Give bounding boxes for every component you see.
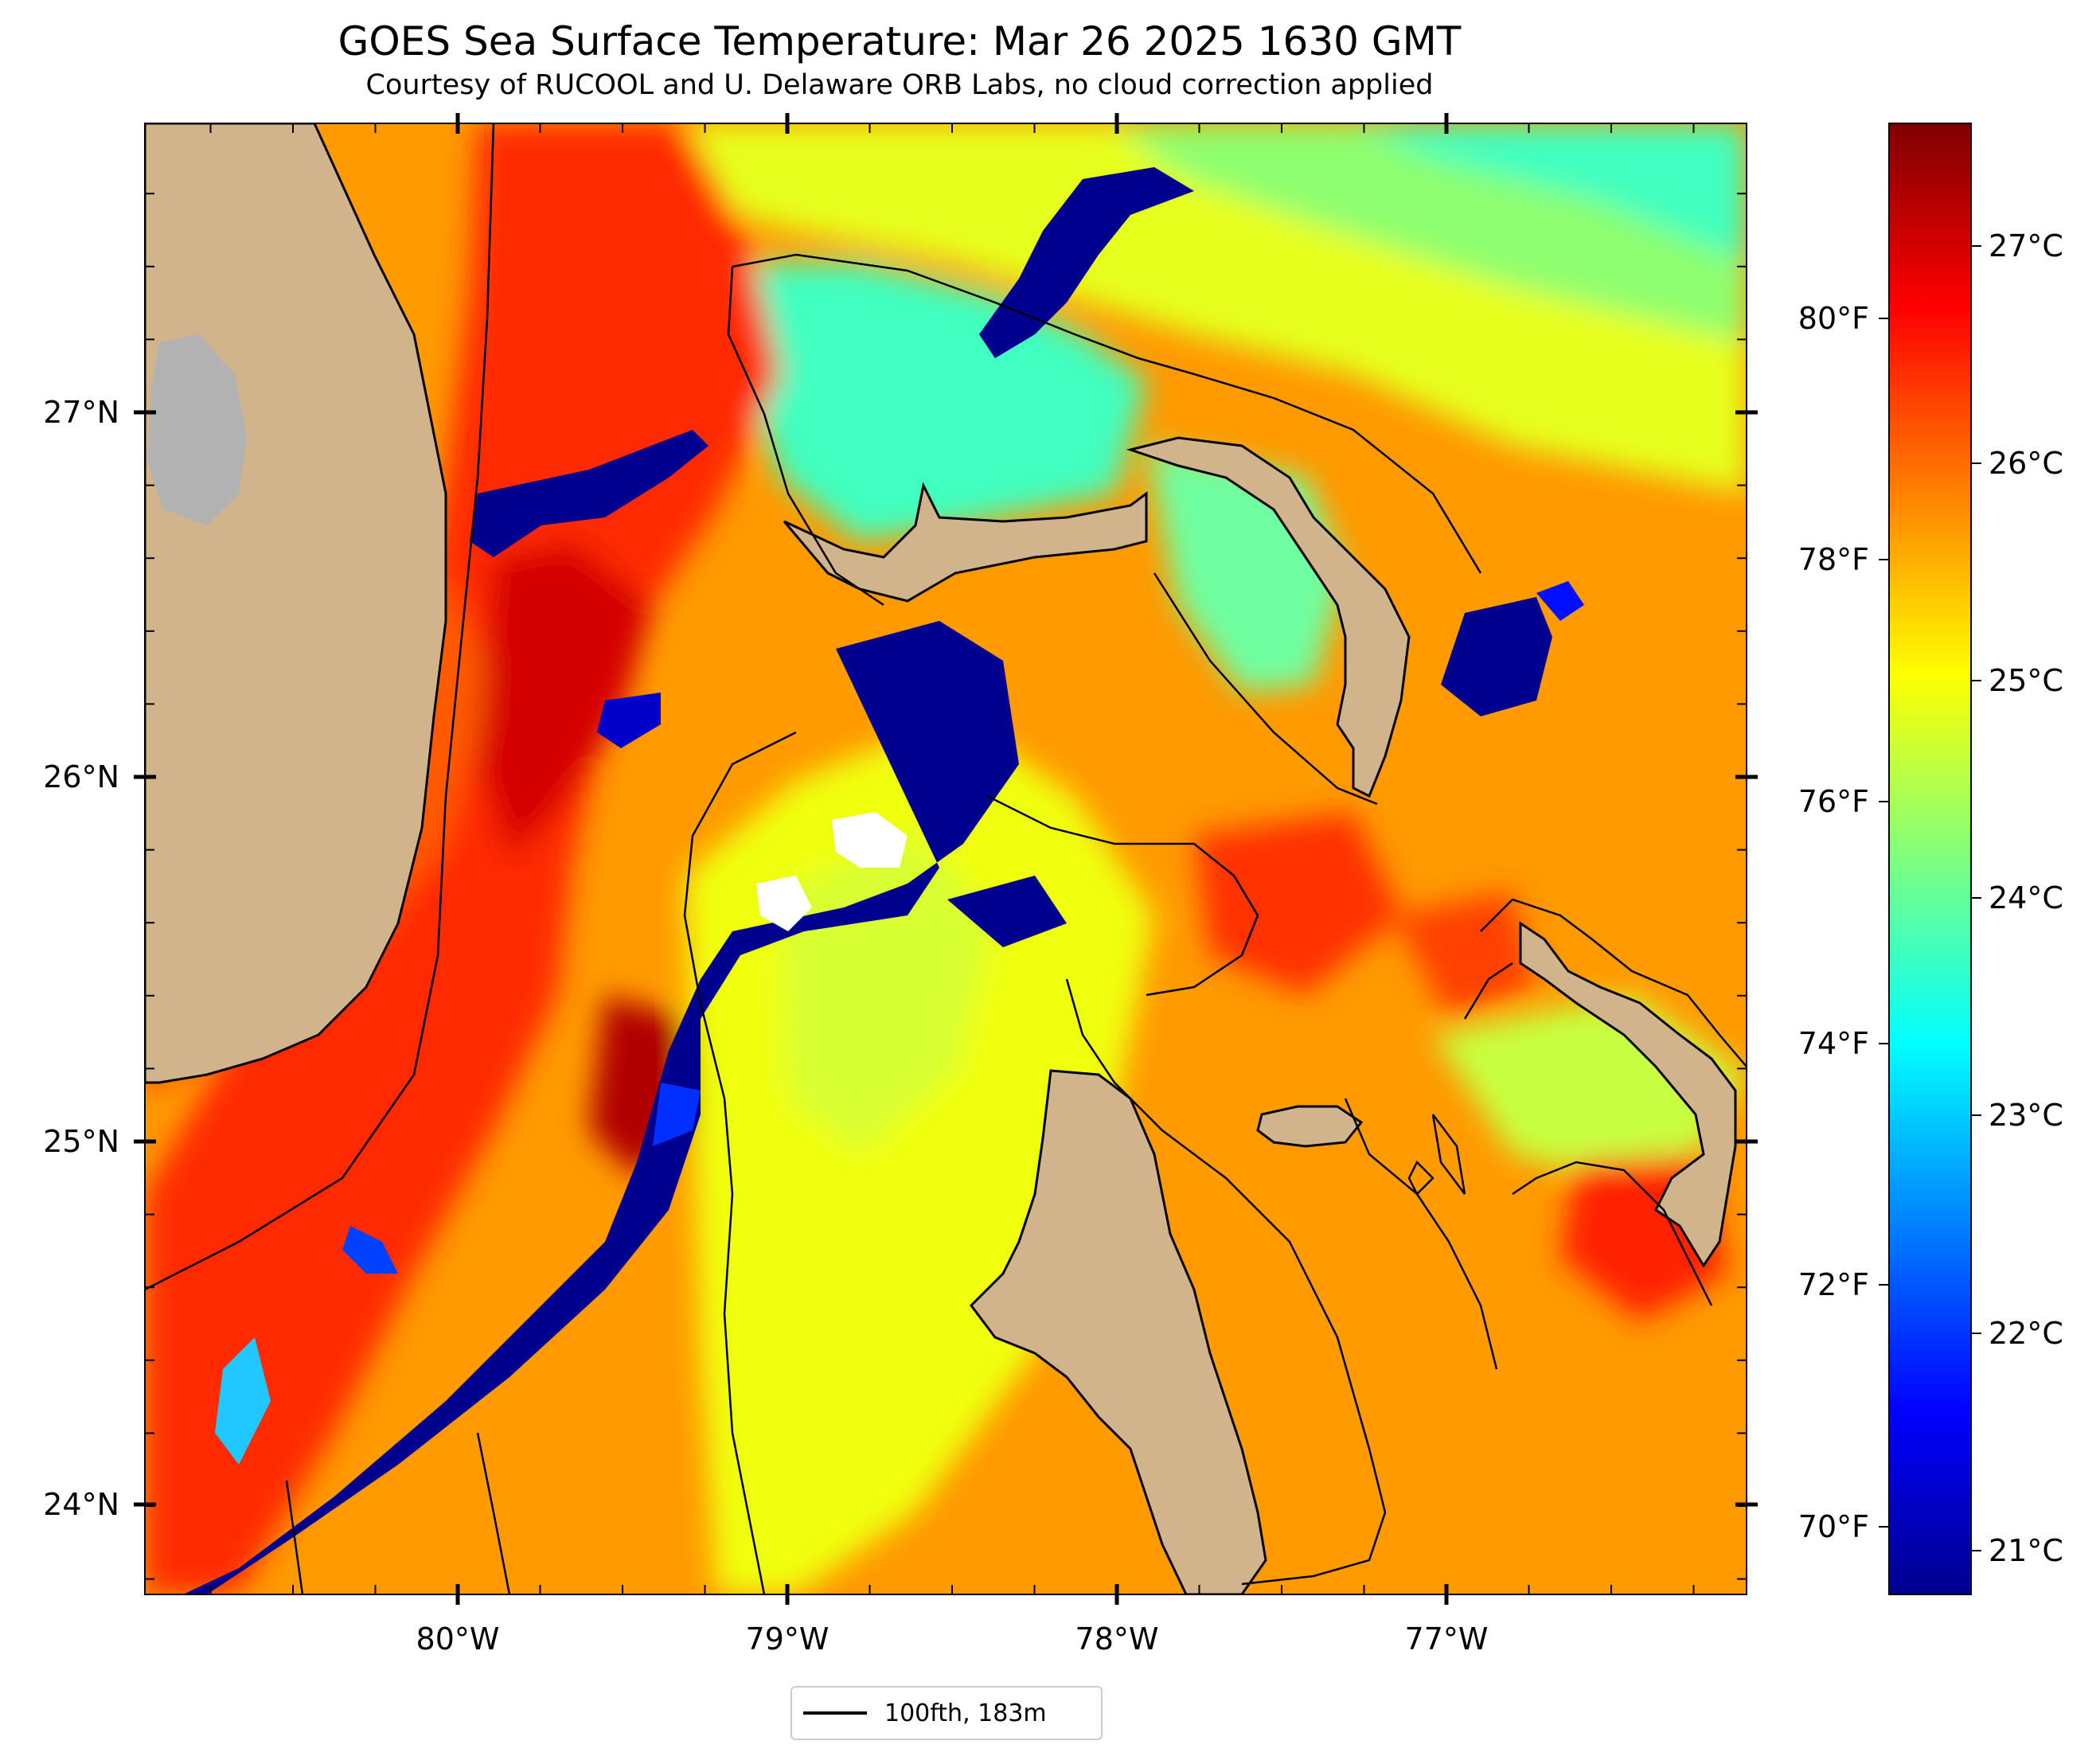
- grand-bahama-land: [783, 482, 1148, 603]
- colorbar-f-label-80: 80°F: [1798, 301, 1869, 336]
- lat-label-26n: 26°N: [43, 759, 119, 794]
- map-subtitle: Courtesy of RUCOOL and U. Delaware ORB L…: [365, 69, 1434, 101]
- colorbar-c-ticks: [1971, 245, 1981, 1551]
- sst-field: [145, 123, 1747, 1594]
- eleuthera-land: [1519, 921, 1737, 1268]
- colorbar-c-label-23: 23°C: [1989, 1098, 2063, 1133]
- lon-label-77w: 77°W: [1405, 1621, 1489, 1657]
- lake-okeechobee: [147, 334, 247, 525]
- lat-label-25n: 25°N: [43, 1124, 119, 1159]
- lat-label-27n: 27°N: [43, 395, 119, 430]
- colorbar-f-label-70: 70°F: [1798, 1509, 1869, 1544]
- minor-ticks: [145, 123, 1747, 1594]
- colorbar-c-label-26: 26°C: [1989, 446, 2063, 481]
- andros-land: [970, 1069, 1267, 1594]
- colorbar-c-label-21: 21°C: [1989, 1533, 2063, 1568]
- colorbar-f-label-74: 74°F: [1798, 1026, 1869, 1061]
- lat-label-24n: 24°N: [43, 1487, 119, 1522]
- colorbar: [1888, 123, 1972, 1595]
- colorbar-c-label-27: 27°C: [1989, 228, 2063, 263]
- colorbar-f-label-76: 76°F: [1798, 784, 1869, 819]
- colorbar-c-label-22: 22°C: [1989, 1316, 2063, 1351]
- new-providence-land: [1256, 1105, 1364, 1148]
- lon-label-79w: 79°W: [746, 1621, 829, 1657]
- lon-label-78w: 78°W: [1075, 1621, 1159, 1657]
- map-title: GOES Sea Surface Temperature: Mar 26 202…: [338, 18, 1462, 64]
- legend-contour-label: 100fth, 183m: [884, 1699, 1047, 1727]
- map-legend: 100fth, 183m: [790, 1686, 1103, 1740]
- abaco-land: [1126, 436, 1411, 798]
- map-frame: [144, 123, 1747, 1595]
- depth-contours: [145, 123, 1747, 1594]
- colorbar-c-label-25: 25°C: [1989, 663, 2063, 698]
- colorbar-c-label-24: 24°C: [1989, 880, 2063, 915]
- legend-contour-swatch: [803, 1711, 867, 1715]
- colorbar-f-label-72: 72°F: [1798, 1267, 1869, 1302]
- lon-label-80w: 80°W: [416, 1621, 500, 1657]
- colorbar-f-ticks: [1879, 318, 1889, 1528]
- colorbar-f-label-78: 78°F: [1798, 542, 1869, 577]
